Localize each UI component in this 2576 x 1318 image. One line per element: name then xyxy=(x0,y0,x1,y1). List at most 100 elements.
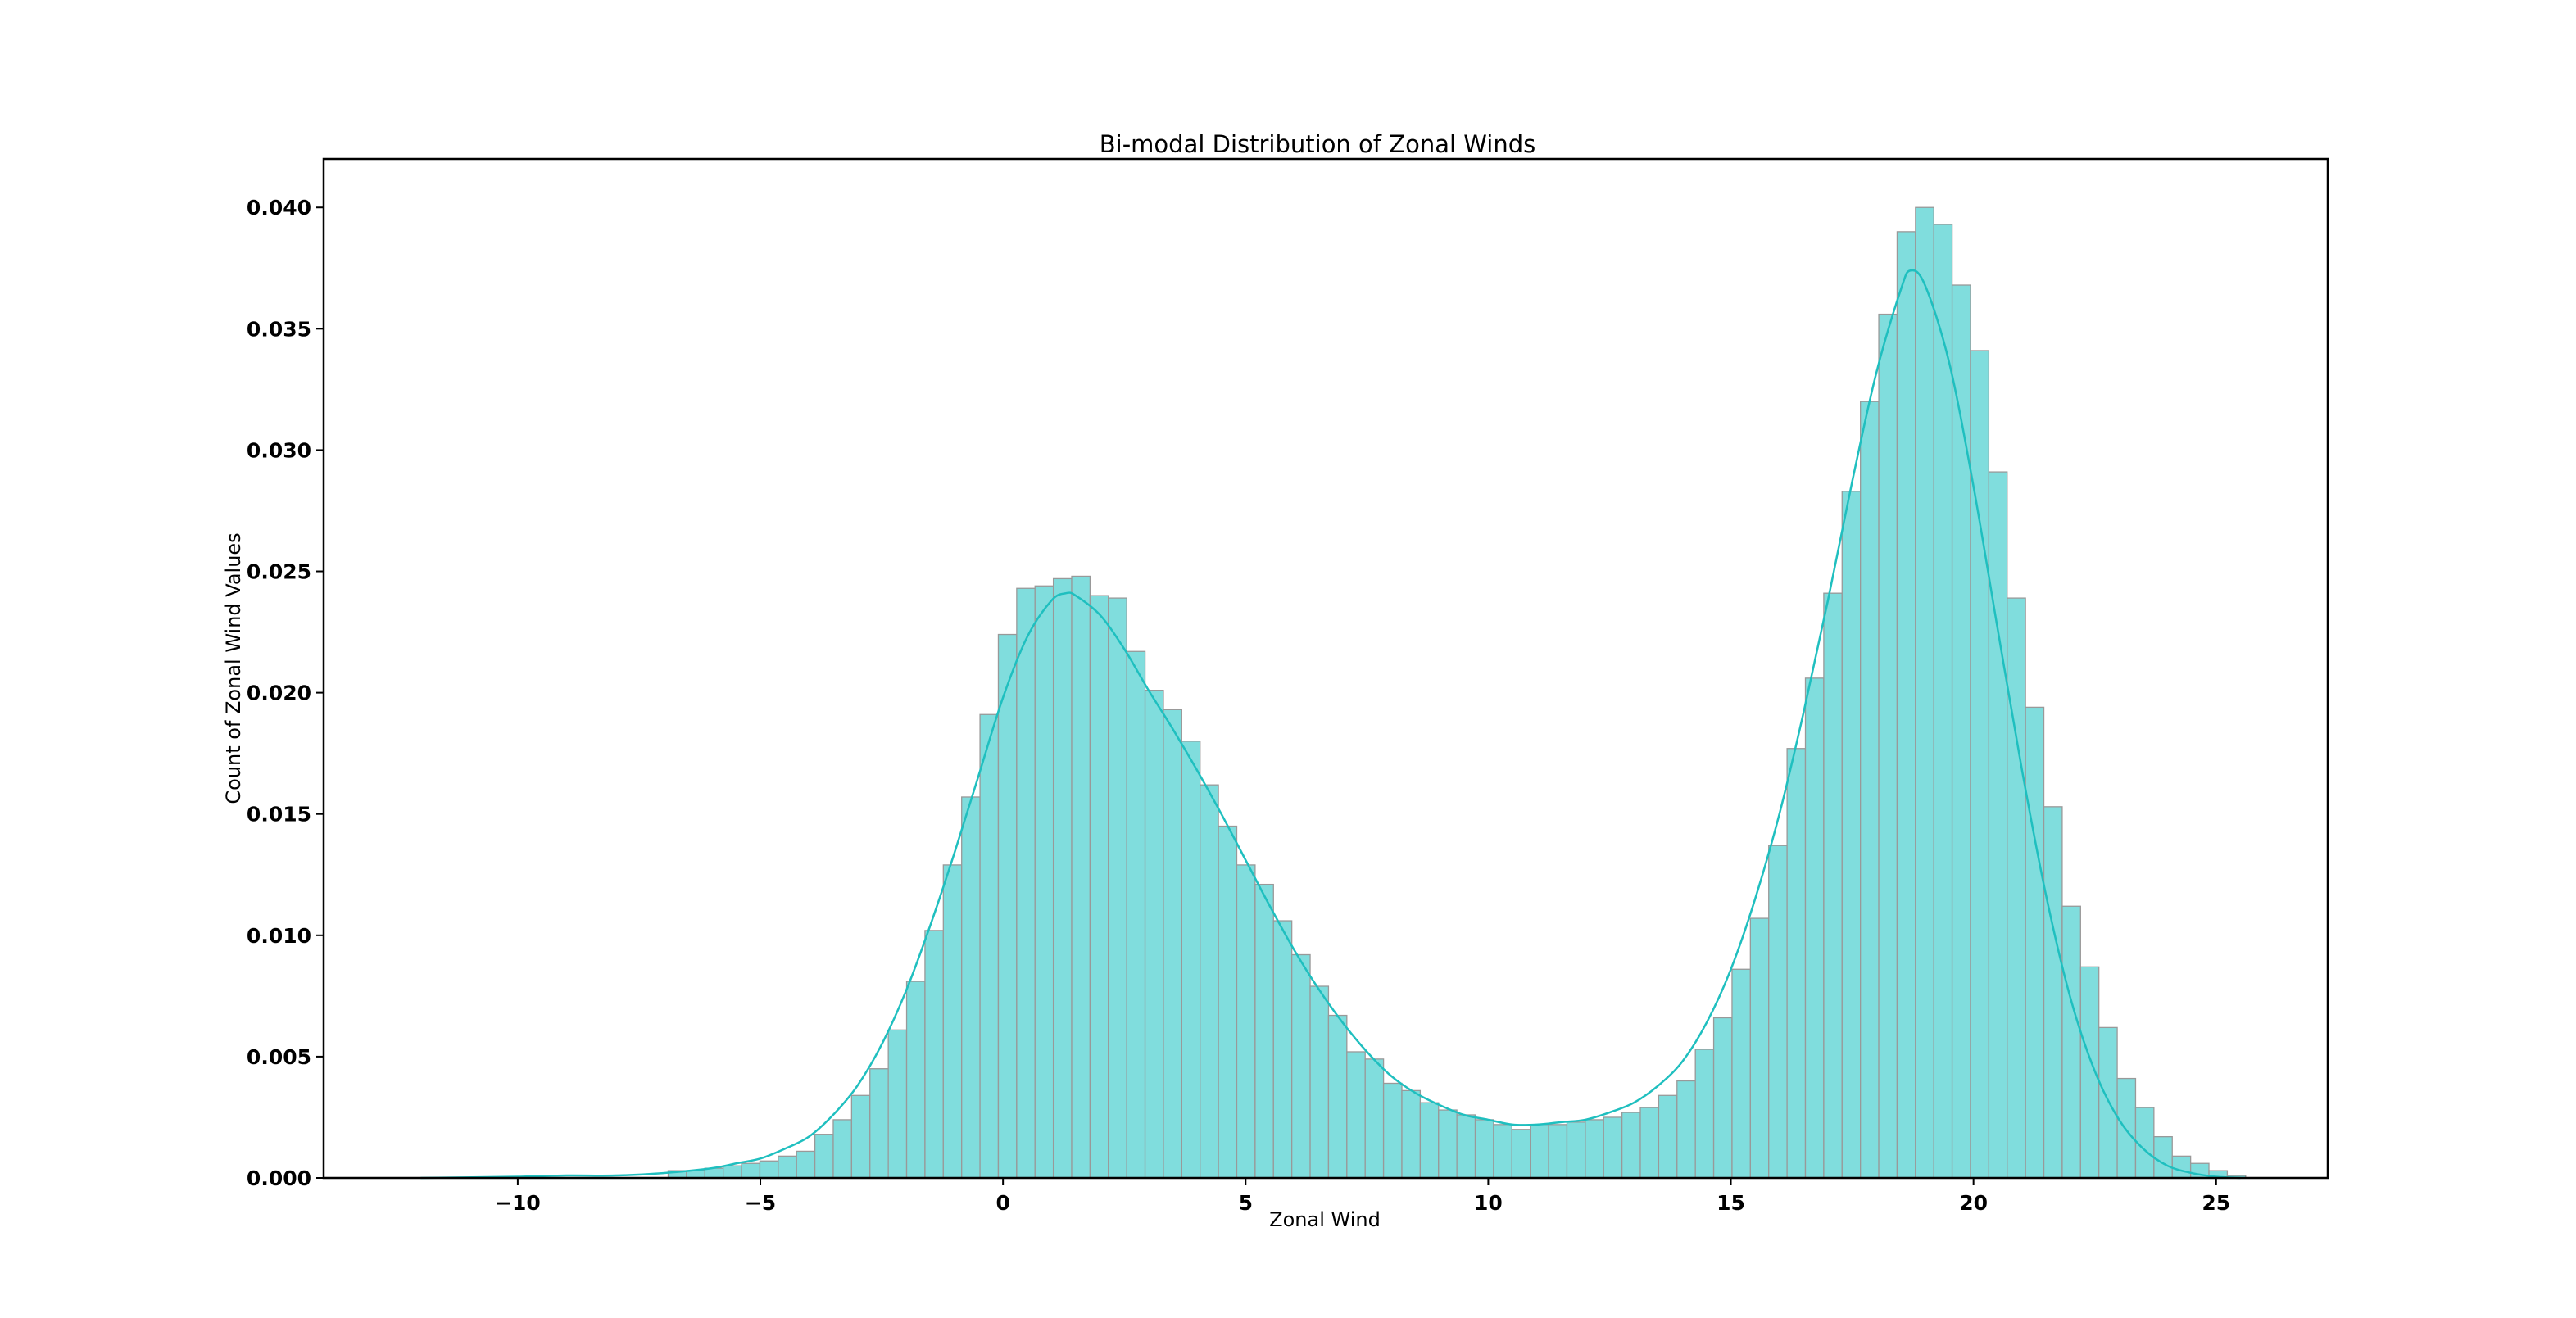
histogram-bar xyxy=(1988,471,2008,1179)
histogram-bar xyxy=(1218,825,1238,1179)
histogram-bar xyxy=(1768,845,1788,1179)
histogram-bar xyxy=(1676,1080,1696,1179)
histogram-bar xyxy=(1749,917,1770,1179)
histogram-bar xyxy=(1144,690,1164,1179)
histogram-bar xyxy=(961,796,981,1179)
histogram-bar xyxy=(1823,592,1843,1179)
histogram-bar xyxy=(1658,1094,1678,1179)
histogram-bar xyxy=(1254,883,1274,1179)
histogram-bar xyxy=(1364,1058,1385,1179)
histogram-bar xyxy=(1841,491,1862,1179)
histogram-bar xyxy=(1712,1017,1733,1179)
histogram-bar xyxy=(1291,953,1311,1179)
histogram-bar xyxy=(796,1150,816,1179)
histogram-bar xyxy=(905,981,926,1179)
histogram-bar xyxy=(2007,597,2026,1179)
x-tick-label: 0 xyxy=(995,1191,1009,1215)
y-tick-label: 0.025 xyxy=(247,560,311,584)
y-tick-label: 0.020 xyxy=(247,682,311,705)
histogram-bar xyxy=(1639,1107,1660,1179)
histogram-bar xyxy=(1896,231,1916,1179)
histogram-bar xyxy=(979,713,1000,1179)
plot-area-frame xyxy=(322,157,2329,1180)
histogram-bar xyxy=(850,1094,871,1179)
y-tick-label: 0.030 xyxy=(247,438,311,462)
histogram-bar xyxy=(1200,784,1219,1179)
histogram-bar xyxy=(1915,206,1934,1179)
histogram-bar xyxy=(1456,1114,1476,1179)
histogram-bar xyxy=(1621,1112,1641,1179)
histogram-bar xyxy=(1786,748,1807,1179)
histogram-bars xyxy=(667,206,2247,1179)
histogram-bar xyxy=(2153,1135,2173,1179)
y-tick-label: 0.010 xyxy=(247,924,311,948)
histogram-bar xyxy=(942,864,963,1179)
histogram-bar xyxy=(723,1165,742,1179)
chart-title: Bi-modal Distribution of Zonal Winds xyxy=(1100,130,1535,158)
histogram-bar xyxy=(1052,577,1073,1179)
y-tick-label: 0.005 xyxy=(247,1045,311,1069)
histogram-bar xyxy=(759,1160,779,1179)
histogram-bar xyxy=(1548,1124,1568,1179)
histogram-bar xyxy=(1530,1124,1549,1179)
x-tick-label: 10 xyxy=(1474,1191,1503,1215)
histogram-bar xyxy=(1566,1121,1586,1179)
histogram-bar xyxy=(1603,1116,1623,1179)
histogram-bar xyxy=(1089,595,1109,1179)
histogram-bar xyxy=(997,633,1018,1179)
histogram-bar xyxy=(1034,585,1054,1179)
histogram-bar xyxy=(1272,920,1293,1179)
x-tick-label: 25 xyxy=(2202,1191,2230,1215)
y-tick-label: 0.035 xyxy=(247,317,311,341)
histogram-bar xyxy=(778,1155,797,1179)
histogram-bar xyxy=(2061,905,2081,1179)
histogram-bar xyxy=(1071,575,1091,1179)
histogram-bar xyxy=(1327,1014,1348,1179)
histogram-bar xyxy=(1419,1102,1440,1179)
histogram-bar xyxy=(1878,313,1898,1179)
histogram-bar xyxy=(1970,350,1990,1179)
kde-curve xyxy=(420,269,2241,1180)
histogram-bar xyxy=(2116,1077,2137,1179)
y-tick-label: 0.040 xyxy=(247,196,311,220)
histogram-bar xyxy=(1309,985,1330,1179)
histogram-bar xyxy=(1585,1119,1604,1179)
histogram-bar xyxy=(1126,650,1146,1179)
y-axis-label: Count of Zonal Wind Values xyxy=(222,532,245,804)
x-tick-label: −10 xyxy=(495,1191,541,1215)
histogram-bar xyxy=(1731,968,1751,1179)
histogram-bar xyxy=(924,930,944,1179)
histogram-bar xyxy=(869,1068,889,1179)
histogram-bar xyxy=(2025,706,2045,1179)
histogram-bar xyxy=(2171,1155,2192,1179)
histogram-bar xyxy=(1474,1119,1494,1179)
x-tick-label: 20 xyxy=(1959,1191,1988,1215)
histogram-bar xyxy=(1181,741,1201,1179)
histogram-bar xyxy=(832,1119,853,1179)
histogram-bar xyxy=(1438,1109,1458,1179)
histogram-bar xyxy=(1236,864,1256,1179)
histogram-bar xyxy=(741,1162,761,1179)
x-tick-label: 5 xyxy=(1239,1191,1253,1215)
histogram-bar xyxy=(1346,1051,1366,1179)
histogram-bar xyxy=(1163,709,1182,1179)
histogram-bar xyxy=(1511,1129,1531,1179)
x-axis-ticks: −10 −5 0 5 10 15 20 25 xyxy=(495,1178,2230,1215)
y-tick-label: 0.000 xyxy=(247,1166,311,1190)
x-tick-label: −5 xyxy=(745,1191,776,1215)
histogram-bar xyxy=(2043,806,2063,1179)
histogram-bar xyxy=(1860,401,1880,1179)
x-tick-label: 15 xyxy=(1717,1191,1745,1215)
histogram-bar xyxy=(1108,597,1127,1179)
histogram-bar xyxy=(2098,1026,2118,1179)
x-axis-label: Zonal Wind xyxy=(1269,1208,1381,1231)
y-tick-label: 0.015 xyxy=(247,803,311,827)
histogram-bar xyxy=(814,1134,834,1179)
histogram-bar xyxy=(887,1029,908,1179)
histogram-bar xyxy=(1804,677,1825,1179)
histogram-bar xyxy=(1694,1049,1715,1179)
y-axis-ticks: 0.000 0.005 0.010 0.015 0.020 0.025 0.030 0.035… xyxy=(247,196,324,1190)
histogram-bar xyxy=(1016,587,1036,1179)
histogram-bar xyxy=(1382,1082,1403,1179)
